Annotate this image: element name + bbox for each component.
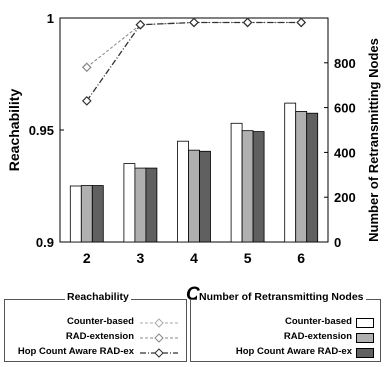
right-tick-label: 200 [334,190,356,205]
legend-retransmitting: Number of Retransmitting Nodes Counter-b… [190,291,381,362]
legend-bar-hop-label: Hop Count Aware RAD-ex [235,346,352,357]
x-tick-label: 3 [137,250,145,266]
x-tick-label: 6 [297,250,305,266]
legend-bar-counter-swatch [356,318,374,328]
x-tick-label: 4 [190,250,198,266]
legend-reachability-title: Reachability [65,291,131,303]
plot-layer: 0.9 0.95 1 0 200 400 600 800 2 3 4 5 6 [29,11,356,266]
bar-hop-count-aware-rad-ex [91,185,104,243]
bar-hop-count-aware-rad-ex [306,112,319,243]
bar-hop-count-aware-rad-ex [199,150,211,243]
bar-counter-based [177,140,189,243]
legend-bar-rad-swatch [356,333,374,343]
bar-hop-count-aware-rad-ex [252,131,265,243]
point-hop-count-aware-rad-ex [242,17,253,28]
x-tick-label: 2 [83,250,91,266]
line-rad-extension [86,21,302,68]
legend-reachability: Reachability Counter-based RAD-extension… [4,291,187,362]
x-tick-label: 5 [244,250,252,266]
bar-rad-extension [134,167,147,243]
line-hop-count-aware-rad-ex [86,21,302,102]
left-tick-label: 0.95 [29,123,54,138]
legend-line-counter-swatch [140,318,178,328]
right-tick-label: 800 [334,56,356,71]
legend-bar-counter-label: Counter-based [284,316,352,327]
legend-bar-rad-label: RAD-extension [283,331,352,342]
point-rad-extension [81,62,92,73]
bar-counter-based [284,102,297,243]
legend-line-counter-label: Counter-based [66,316,134,327]
bar-rad-extension [241,130,254,243]
point-hop-count-aware-rad-ex [189,17,199,28]
left-tick-label: 0.9 [36,235,54,250]
legend-line-rad-swatch [140,333,178,343]
point-hop-count-aware-rad-ex [296,17,307,28]
right-tick-label: 400 [334,145,356,160]
bar-counter-based [69,185,82,243]
bar-hop-count-aware-rad-ex [145,167,158,243]
bar-counter-based [230,122,243,243]
legend-bar-hop-swatch [356,348,374,358]
point-hop-count-aware-rad-ex [135,19,146,30]
bar-rad-extension [80,185,93,243]
right-tick-label: 0 [334,235,341,250]
point-hop-count-aware-rad-ex [81,96,92,106]
bar-counter-based [123,163,136,243]
legend-line-hop-swatch [140,348,178,358]
legend-line-rad-label: RAD-extension [65,331,134,342]
legend-retransmitting-title: Number of Retransmitting Nodes [197,291,366,303]
legend-line-hop-label: Hop Count Aware RAD-ex [17,346,134,357]
bar-rad-extension [188,149,200,243]
bar-rad-extension [295,111,308,243]
left-tick-label: 1 [47,11,54,26]
left-axis-label: Reachability [6,89,22,172]
right-axis-label: Number of Retransmitting Nodes [366,38,381,242]
right-tick-label: 600 [334,101,356,116]
